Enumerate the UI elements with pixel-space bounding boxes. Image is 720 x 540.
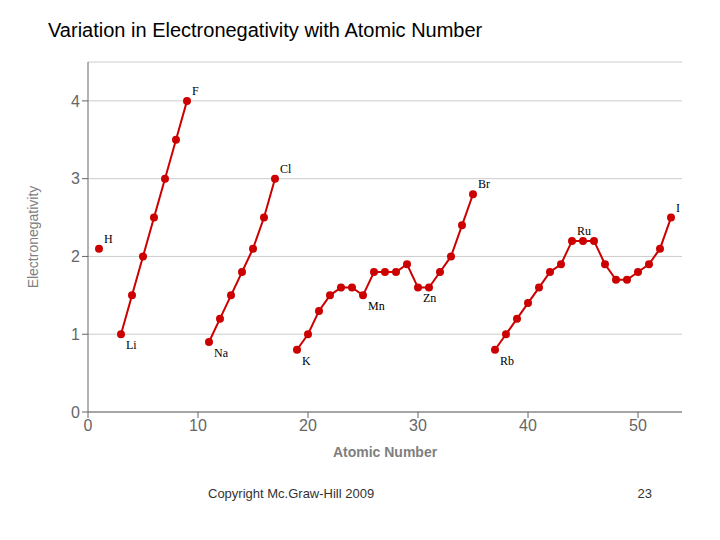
html-text:23: 23 xyxy=(637,486,652,501)
svg-text:40: 40 xyxy=(519,417,537,434)
svg-text:Cl: Cl xyxy=(280,162,292,176)
svg-text:10: 10 xyxy=(189,417,207,434)
svg-text:Ru: Ru xyxy=(577,224,591,238)
svg-text:Mn: Mn xyxy=(368,299,385,313)
svg-text:Electronegativity: Electronegativity xyxy=(25,186,41,289)
svg-text:I: I xyxy=(676,201,680,215)
svg-text:3: 3 xyxy=(71,170,80,187)
svg-text:Rb: Rb xyxy=(500,354,514,368)
svg-text:20: 20 xyxy=(299,417,317,434)
svg-text:F: F xyxy=(192,84,199,98)
svg-text:Na: Na xyxy=(214,346,229,360)
svg-text:H: H xyxy=(104,232,113,246)
svg-text:30: 30 xyxy=(409,417,427,434)
svg-text:K: K xyxy=(302,354,311,368)
svg-text:4: 4 xyxy=(71,93,80,110)
svg-text:50: 50 xyxy=(629,417,647,434)
svg-text:2: 2 xyxy=(71,248,80,265)
svg-text:0: 0 xyxy=(71,404,80,421)
svg-text:Br: Br xyxy=(478,177,490,191)
svg-text:1: 1 xyxy=(71,326,80,343)
svg-text:Atomic Number: Atomic Number xyxy=(333,444,438,460)
svg-text:Zn: Zn xyxy=(423,291,436,305)
svg-text:0: 0 xyxy=(84,417,93,434)
html-text:Copyright Mc.Graw-Hill 2009: Copyright Mc.Graw-Hill 2009 xyxy=(208,486,375,501)
html-text:Variation in Electronegativity: Variation in Electronegativity with Atom… xyxy=(48,18,483,41)
svg-text:Li: Li xyxy=(126,338,137,352)
